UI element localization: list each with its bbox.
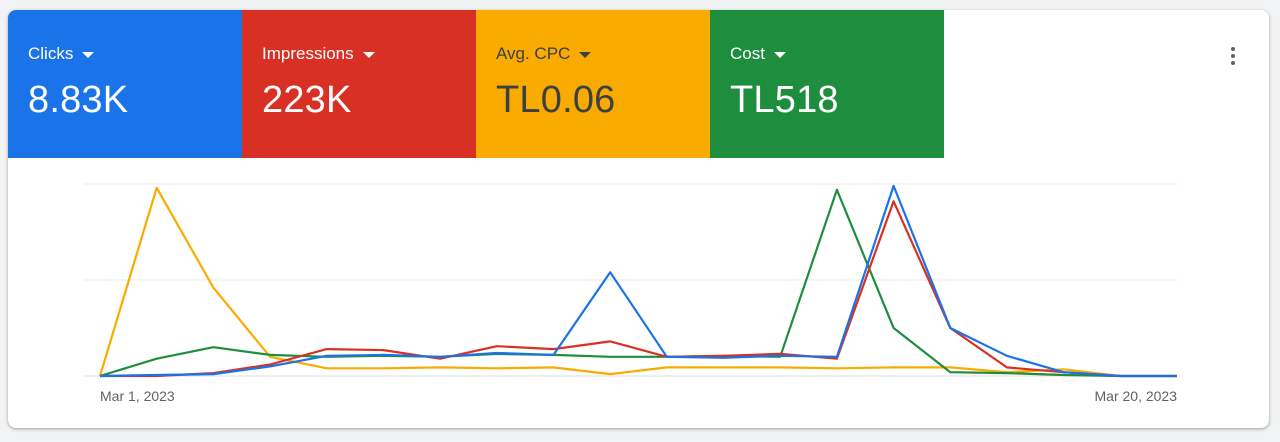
scorecard-impressions-value: 223K [262, 79, 352, 121]
dropdown-arrow-icon [362, 51, 375, 58]
scorecard-row: Clicks 8.83K Impressions 223K Avg. CPC T… [8, 10, 944, 158]
scorecard-clicks-header: Clicks [28, 43, 242, 65]
chart-gridlines [84, 183, 1177, 377]
series-line-avg-cpc [98, 186, 1177, 378]
scorecard-impressions[interactable]: Impressions 223K [242, 10, 476, 158]
scorecard-clicks[interactable]: Clicks 8.83K [8, 10, 242, 158]
chart-series [98, 184, 1177, 378]
scorecard-cost-label: Cost [730, 44, 765, 63]
more-vert-icon-dot [1231, 54, 1235, 58]
dropdown-arrow-icon [773, 51, 786, 58]
scorecard-avg-cpc-label: Avg. CPC [496, 44, 571, 63]
scorecard-cost-header: Cost [730, 43, 944, 65]
scorecard-impressions-header: Impressions [262, 43, 476, 65]
scorecard-clicks-label: Clicks [28, 44, 74, 63]
more-options-button[interactable] [1221, 42, 1245, 70]
scorecard-clicks-value: 8.83K [28, 79, 129, 121]
series-line-impressions [100, 200, 1177, 378]
scorecard-avg-cpc-header: Avg. CPC [496, 43, 710, 65]
scorecard-avg-cpc[interactable]: Avg. CPC TL0.06 [476, 10, 710, 158]
more-vert-icon [1231, 47, 1235, 51]
scorecard-cost[interactable]: Cost TL518 [710, 10, 944, 158]
series-line-clicks [99, 184, 1177, 378]
performance-line-chart: Mar 1, 2023 Mar 20, 2023 [84, 183, 1178, 404]
performance-card: Clicks 8.83K Impressions 223K Avg. CPC T… [8, 10, 1269, 428]
x-tick-label-end: Mar 20, 2023 [1095, 388, 1178, 404]
x-tick-label-start: Mar 1, 2023 [100, 388, 175, 404]
dropdown-arrow-icon [579, 51, 592, 58]
series-line-cost [99, 188, 1177, 378]
scorecard-avg-cpc-value: TL0.06 [496, 79, 616, 121]
dropdown-arrow-icon [82, 51, 95, 58]
more-vert-icon-dot [1231, 61, 1235, 65]
scorecard-impressions-label: Impressions [262, 44, 354, 63]
scorecard-cost-value: TL518 [730, 79, 839, 121]
